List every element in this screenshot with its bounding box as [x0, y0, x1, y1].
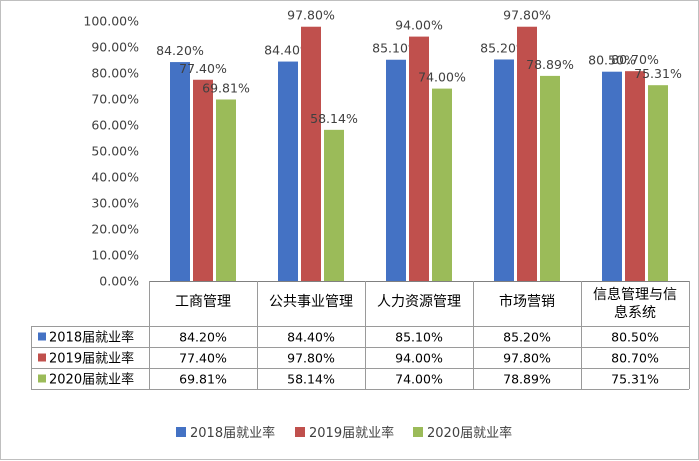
- bar-data-label: 77.40%: [179, 61, 227, 76]
- legend-label: 2020届就业率: [427, 425, 512, 441]
- table-cell-value: 77.40%: [179, 351, 227, 366]
- y-tick-label: 50.00%: [91, 144, 139, 159]
- category-label: 信息管理与信: [593, 286, 677, 303]
- y-tick-label: 80.00%: [91, 66, 139, 81]
- bar-data-label: 84.20%: [156, 43, 204, 58]
- bar-data-label: 78.89%: [526, 57, 574, 72]
- table-cell-value: 78.89%: [503, 372, 551, 387]
- bar-data-label: 69.81%: [202, 80, 250, 95]
- table-legend-key: [38, 353, 46, 362]
- y-tick-label: 90.00%: [91, 40, 139, 55]
- bar: [648, 85, 668, 281]
- table-cell-value: 97.80%: [287, 351, 335, 366]
- bar-data-label: 85.20%: [480, 40, 528, 55]
- y-tick-label: 70.00%: [91, 92, 139, 107]
- legend-label: 2019届就业率: [309, 425, 394, 441]
- table-cell-value: 84.20%: [179, 330, 227, 345]
- category-label: 工商管理: [175, 294, 231, 310]
- y-tick-label: 20.00%: [91, 222, 139, 237]
- table-cell-value: 75.31%: [611, 372, 659, 387]
- table-series-name: 2018届就业率: [49, 330, 134, 346]
- legend-swatch: [295, 427, 305, 437]
- table-legend-key: [38, 332, 46, 341]
- bar-data-label: 85.10%: [372, 41, 420, 56]
- y-tick-label: 60.00%: [91, 118, 139, 133]
- bar: [278, 61, 298, 282]
- table-legend-key: [38, 374, 46, 383]
- bar-data-label: 75.31%: [634, 66, 682, 81]
- bar: [517, 26, 537, 281]
- bar: [386, 59, 406, 281]
- bar: [602, 71, 622, 281]
- bar-data-label: 80.50%: [588, 53, 636, 68]
- bar: [494, 59, 514, 282]
- table-cell-value: 58.14%: [287, 372, 335, 387]
- bar-data-label: 97.80%: [503, 8, 551, 23]
- y-tick-label: 30.00%: [91, 196, 139, 211]
- bar: [324, 129, 344, 281]
- table-cell-value: 80.70%: [611, 351, 659, 366]
- bar-data-label: 80.70%: [611, 52, 659, 67]
- category-label: 人力资源管理: [377, 294, 461, 310]
- y-tick-label: 0.00%: [99, 274, 139, 289]
- category-label: 息系统: [614, 304, 656, 321]
- bar: [540, 75, 560, 281]
- y-tick-label: 40.00%: [91, 170, 139, 185]
- table-cell-value: 85.20%: [503, 330, 551, 345]
- table-series-name: 2019届就业率: [49, 351, 134, 367]
- bar: [625, 71, 645, 282]
- y-tick-label: 100.00%: [83, 14, 139, 29]
- bar: [170, 62, 190, 281]
- table-cell-value: 80.50%: [611, 330, 659, 345]
- bar-data-label: 84.40%: [264, 43, 312, 58]
- category-label: 市场营销: [499, 293, 555, 310]
- legend-label: 2018届就业率: [190, 425, 275, 441]
- table-cell-value: 74.00%: [395, 372, 443, 387]
- bar-data-label: 94.00%: [395, 18, 443, 33]
- bar: [216, 99, 236, 281]
- table-cell-value: 97.80%: [503, 351, 551, 366]
- y-tick-label: 10.00%: [91, 248, 139, 263]
- legend-swatch: [176, 427, 186, 437]
- table-cell-value: 69.81%: [179, 372, 227, 387]
- table-cell-value: 85.10%: [395, 330, 443, 345]
- bar: [409, 36, 429, 281]
- bar: [193, 79, 213, 281]
- bar-data-label: 97.80%: [287, 8, 335, 23]
- table-series-name: 2020届就业率: [49, 372, 134, 388]
- table-cell-value: 84.40%: [287, 330, 335, 345]
- bar-data-label: 74.00%: [418, 70, 466, 85]
- bar: [301, 26, 321, 281]
- category-label: 公共事业管理: [269, 294, 353, 310]
- bar: [432, 88, 452, 281]
- table-cell-value: 94.00%: [395, 351, 443, 366]
- legend-swatch: [413, 427, 423, 437]
- bar-data-label: 58.14%: [310, 111, 358, 126]
